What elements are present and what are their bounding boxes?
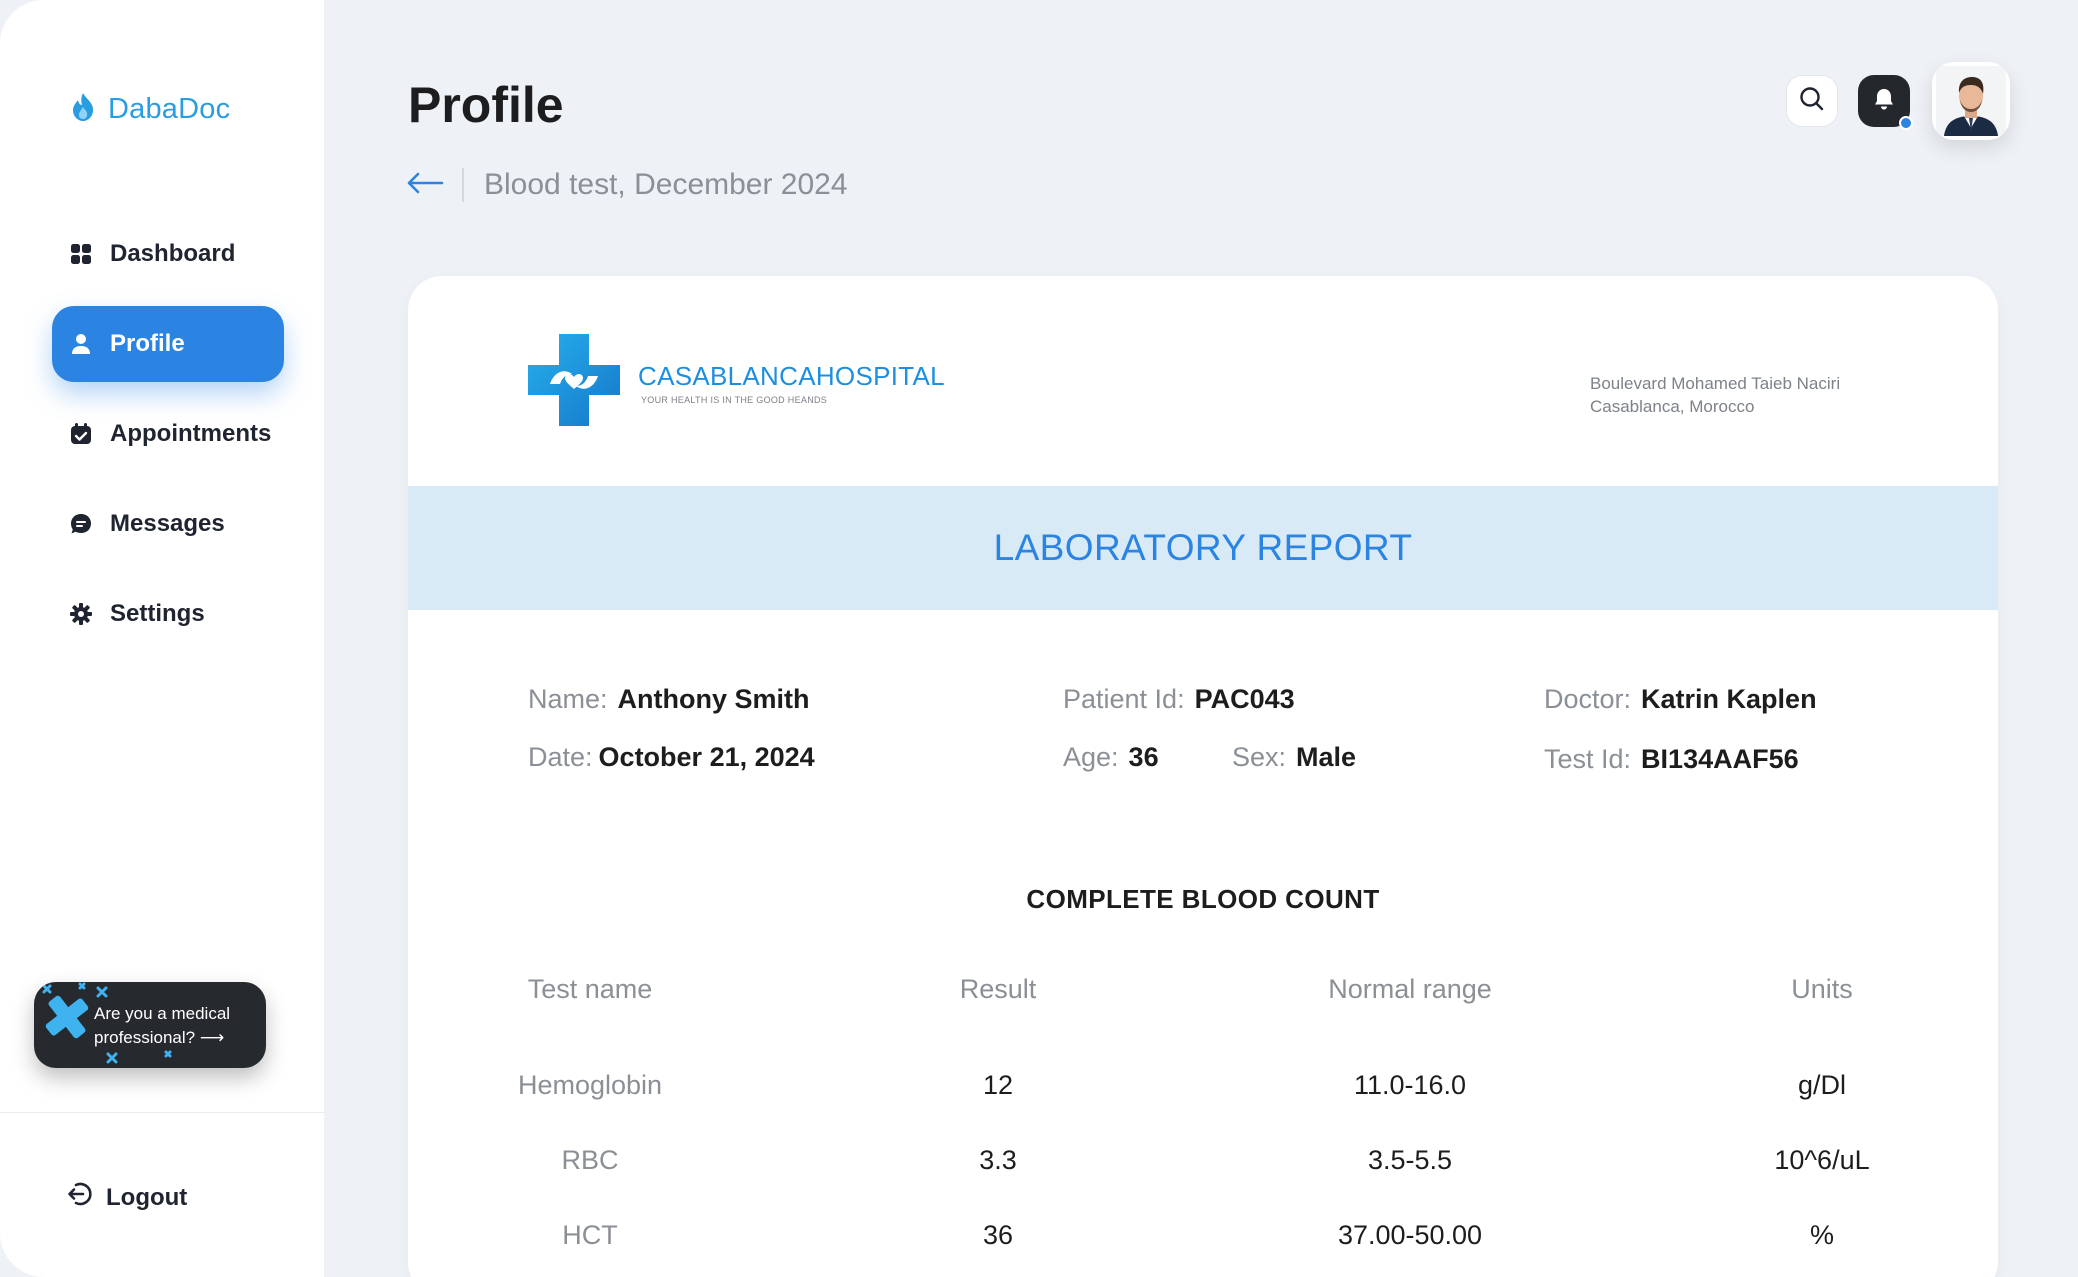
logout-button[interactable]: Logout (66, 1180, 187, 1215)
section-title: COMPLETE BLOOD COUNT (1026, 884, 1380, 914)
promo-line-2: professional? (94, 1028, 196, 1047)
patient-name: Name: Anthony Smith (528, 684, 810, 715)
gear-icon (70, 603, 92, 625)
sidebar: DabaDoc Dashboard Profile Appointments (0, 0, 324, 1277)
page-title: Profile (408, 77, 564, 133)
report-title-band: LABORATORY REPORT (408, 486, 1998, 610)
address-line-2: Casablanca, Morocco (1590, 397, 1755, 416)
patient-id-value: PAC043 (1194, 684, 1295, 714)
doctor-value: Katrin Kaplen (1641, 684, 1817, 714)
notifications-button[interactable] (1858, 75, 1913, 130)
patient-name-value: Anthony Smith (617, 684, 810, 714)
notification-dot (1899, 116, 1913, 130)
table-row-test-name: HCT (562, 1220, 618, 1250)
table-row-units: % (1809, 1220, 1834, 1250)
medical-professional-promo[interactable]: Are you a medical professional? ⟶ (34, 982, 266, 1068)
avatar[interactable] (1932, 62, 2010, 140)
table-row-result: 3.3 (979, 1145, 1017, 1175)
sidebar-item-label: Appointments (110, 420, 272, 447)
table-row-units: 10^6/uL (1774, 1145, 1870, 1175)
table-row-range: 11.0-16.0 (1353, 1070, 1467, 1100)
doctor: Doctor: Katrin Kaplen (1544, 684, 1817, 715)
hospital-tagline: YOUR HEALTH IS IN THE GOOD HEANDS (641, 394, 828, 405)
table-row-result: 36 (982, 1220, 1014, 1250)
sidebar-item-messages[interactable]: Messages (52, 486, 284, 562)
test-id-value: BI134AAF56 (1641, 744, 1799, 774)
user-icon (70, 333, 92, 355)
cross-pattern-icon (42, 982, 172, 1064)
doctor-label: Doctor: (1544, 684, 1632, 714)
flame-icon (70, 92, 96, 127)
arrow-right-icon: ⟶ (199, 1028, 225, 1047)
report-date-label: Date: (528, 742, 593, 772)
patient-age-value: 36 (1128, 742, 1159, 772)
search-icon (1799, 86, 1825, 117)
hospital-address: Boulevard Mohamed Taieb Naciri Casablanc… (1590, 372, 1840, 418)
patient-name-label: Name: (528, 684, 608, 714)
hospital-name: CASABLANCAHOSPITAL (638, 360, 945, 391)
column-header-normal-range: Normal range (1328, 974, 1492, 1004)
column-header-test-name: Test name (527, 974, 653, 1004)
sidebar-item-label: Profile (110, 330, 185, 357)
breadcrumb-separator (462, 168, 464, 202)
report-date-value: October 21, 2024 (598, 742, 815, 772)
patient-sex: Sex: Male (1232, 742, 1356, 773)
logout-label: Logout (106, 1183, 188, 1211)
report-title: LABORATORY REPORT (993, 527, 1413, 568)
patient-id-label: Patient Id: (1063, 684, 1185, 714)
promo-line-1: Are you a medical (94, 1004, 231, 1023)
patient-age-label: Age: (1063, 742, 1119, 772)
sidebar-divider (0, 1112, 324, 1113)
table-row-units: g/Dl (1797, 1070, 1846, 1100)
patient-id: Patient Id: PAC043 (1063, 684, 1295, 715)
sidebar-item-settings[interactable]: Settings (52, 576, 284, 652)
breadcrumb: Blood test, December 2024 (406, 168, 848, 202)
back-arrow-icon[interactable] (406, 171, 444, 200)
hospital-logo: CASABLANCAHOSPITAL YOUR HEALTH IS IN THE… (528, 334, 945, 431)
logout-icon (66, 1180, 94, 1215)
sidebar-item-appointments[interactable]: Appointments (52, 396, 284, 472)
table-row-range: 3.5-5.5 (1367, 1145, 1453, 1175)
promo-text: Are you a medical professional? ⟶ (94, 1002, 230, 1050)
header-actions (1786, 62, 2010, 140)
brand-logo[interactable]: DabaDoc (70, 92, 230, 127)
table-row-test-name: Hemoglobin (517, 1070, 663, 1100)
address-line-1: Boulevard Mohamed Taieb Naciri (1590, 374, 1841, 393)
search-button[interactable] (1786, 75, 1838, 127)
hospital-cross-icon (528, 334, 620, 431)
sidebar-item-dashboard[interactable]: Dashboard (52, 216, 284, 292)
grid-icon (70, 243, 92, 265)
table-row-test-name: RBC (561, 1145, 619, 1175)
table-row-range: 37.00-50.00 (1337, 1220, 1483, 1250)
sidebar-item-label: Messages (110, 510, 225, 537)
table-row-result: 12 (982, 1070, 1014, 1100)
bell-icon (1873, 87, 1895, 116)
sidebar-item-label: Dashboard (110, 240, 236, 267)
report-date: Date: October 21, 2024 (528, 742, 815, 773)
chat-icon (70, 513, 92, 535)
calendar-check-icon (70, 423, 92, 445)
patient-sex-label: Sex: (1232, 742, 1287, 772)
brand-name: DabaDoc (108, 93, 231, 125)
patient-sex-value: Male (1296, 742, 1357, 772)
lab-report-card: CASABLANCAHOSPITAL YOUR HEALTH IS IN THE… (408, 276, 1998, 1277)
user-avatar-icon (1936, 66, 2006, 136)
patient-age: Age: 36 (1063, 742, 1159, 773)
column-header-result: Result (959, 974, 1037, 1004)
sidebar-nav: Dashboard Profile Appointments Messages (52, 216, 284, 666)
breadcrumb-current: Blood test, December 2024 (484, 168, 848, 201)
sidebar-item-profile[interactable]: Profile (52, 306, 284, 382)
column-header-units: Units (1791, 974, 1853, 1004)
test-id-label: Test Id: (1544, 744, 1632, 774)
sidebar-item-label: Settings (110, 600, 205, 627)
test-id: Test Id: BI134AAF56 (1544, 744, 1799, 775)
